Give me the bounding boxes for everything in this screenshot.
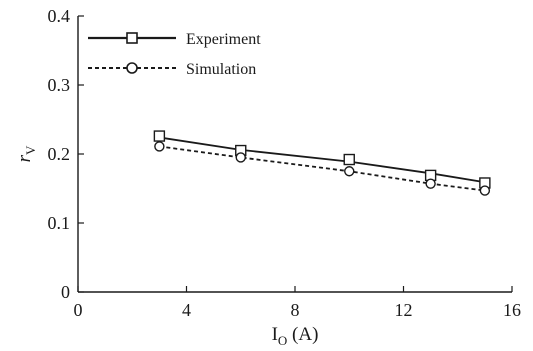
legend-marker: [126, 32, 138, 44]
legend-item-experiment: Experiment: [88, 31, 261, 48]
x-axis-title-unit: (A): [287, 324, 318, 345]
legend-label: Experiment: [186, 31, 261, 48]
y-axis-title: rV: [14, 145, 38, 162]
legend-item-simulation: Simulation: [88, 61, 256, 78]
y-axis-title-sub: V: [23, 145, 38, 155]
x-axis-title-main: I: [272, 324, 278, 345]
data-point: [235, 152, 246, 163]
x-tick-label: 16: [503, 300, 521, 320]
series-line-simulation: [159, 145, 485, 192]
x-axis-title-sub: O: [278, 333, 287, 348]
series-layer: [153, 130, 491, 196]
tick-marks: [77, 15, 513, 293]
x-tick-label: 4: [182, 300, 191, 320]
x-tick-label: 0: [74, 300, 83, 320]
x-tick-label: 12: [395, 300, 413, 320]
y-tick-label: 0.1: [48, 213, 71, 233]
y-tick-label: 0.4: [48, 6, 71, 26]
data-point: [153, 130, 166, 142]
y-tick-label: 0.2: [48, 144, 71, 164]
data-point: [154, 141, 165, 152]
tick-labels: 0 4 8 12 16 0 0.1 0.2 0.3 0.4: [48, 6, 522, 320]
x-axis-title: IO (A): [272, 324, 319, 348]
data-point: [344, 166, 355, 177]
data-point: [425, 178, 436, 189]
y-tick-label: 0.3: [48, 75, 71, 95]
series-simulation: [154, 141, 491, 196]
y-axis-title-main: r: [14, 154, 35, 162]
y-tick-label: 0: [61, 282, 70, 302]
series-experiment: [153, 130, 491, 189]
legend-marker: [126, 62, 138, 74]
x-tick-label: 8: [291, 300, 300, 320]
legend: Experiment Simulation: [88, 31, 261, 78]
axes: [77, 16, 512, 293]
data-point: [479, 185, 491, 196]
legend-label: Simulation: [186, 61, 256, 78]
data-point: [343, 153, 355, 166]
